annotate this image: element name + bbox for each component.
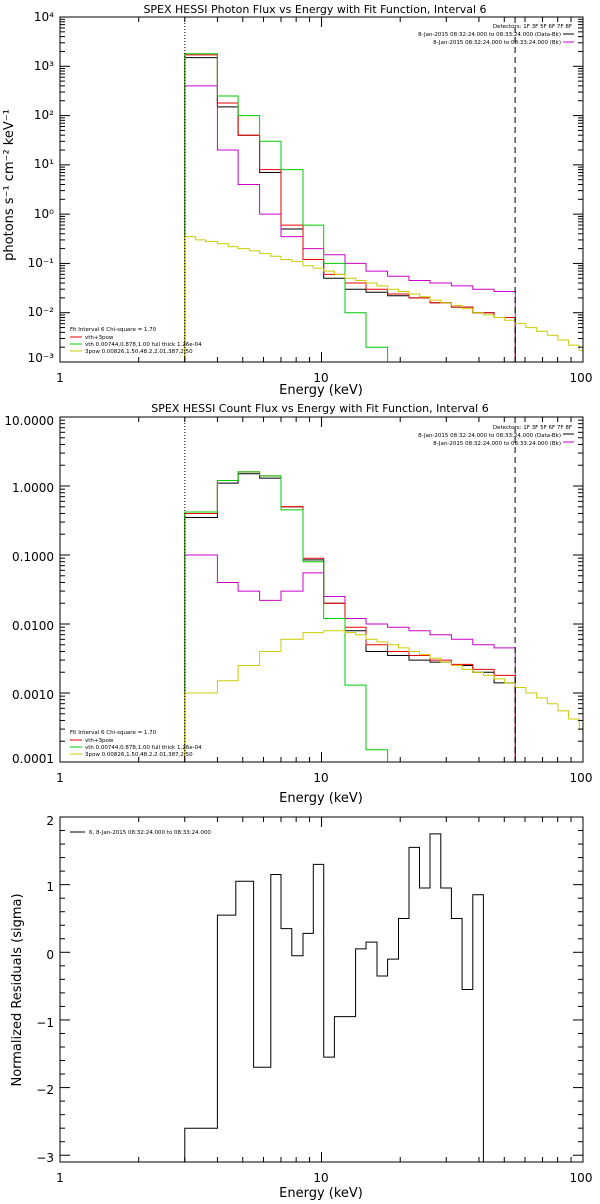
count-flux-y-tick-label: 0.0010	[12, 688, 54, 702]
count-flux-series-vth	[184, 471, 399, 762]
residuals-panel: 2 1 0 −1 −2 −3 1 10 100 Energy (keV) Nor…	[10, 814, 592, 1201]
photon-flux-legend-title: Fit Interval 6 Chi-square = 1.70	[70, 327, 157, 333]
photon-flux-x-tick-label: 1	[56, 371, 64, 385]
count-flux-y-tick-label: 10.0000	[4, 414, 54, 428]
count-flux-detectors: Detectors: 1F 3F 5F 6F 7F 8F	[493, 425, 572, 431]
photon-flux-x-tick-label: 10	[313, 371, 328, 385]
photon-flux-series-vth-3pow	[184, 54, 516, 362]
photon-flux-title: SPEX HESSI Photon Flux vs Energy with Fi…	[143, 3, 486, 16]
residuals-x-tick-labels: 1 10 100	[56, 1171, 592, 1185]
photon-flux-y-tick-label: 10²	[34, 108, 54, 122]
residuals-x-tick-label: 1	[56, 1171, 64, 1185]
photon-flux-legend: Fit Interval 6 Chi-square = 1.70 vth+3po…	[70, 327, 202, 355]
residuals-legend: 6, 8-Jan-2015 08:32:24.000 to 08:33:24.0…	[70, 830, 211, 836]
residuals-y-tick-label: −3	[36, 1151, 54, 1165]
count-flux-series-3pow	[184, 630, 583, 762]
photon-flux-y-tick-label: 10⁻²	[28, 305, 55, 319]
count-flux-y-tick-label: 1.0000	[12, 481, 54, 495]
count-flux-reference-lines	[184, 417, 516, 762]
residuals-ticks	[59, 816, 584, 1162]
residuals-y-tick-label: 1	[46, 880, 54, 894]
count-flux-header-data-bk: 8-Jan-2015 08:32:24.000 to 08:33:24.000 …	[418, 433, 561, 439]
residuals-y-tick-label: −1	[36, 1016, 54, 1030]
photon-flux-ticks	[59, 16, 584, 363]
photon-flux-series-3pow	[184, 236, 583, 362]
photon-flux-y-tick-label: 10³	[34, 59, 54, 73]
count-flux-legend-title: Fit Interval 6 Chi-square = 1.70	[70, 730, 157, 736]
photon-flux-legend-entry: 3pow 0.00826,1.50,48.2,2.01,387,2.50	[85, 349, 193, 355]
count-flux-ticks	[59, 416, 584, 763]
photon-flux-legend-entry: vth 0.00744,0.878,1.00 full thick 1.26e-…	[85, 342, 202, 348]
photon-flux-x-tick-labels: 1 10 100	[56, 371, 592, 385]
photon-flux-series-vth	[184, 53, 399, 362]
photon-flux-y-tick-label: 10⁻¹	[28, 256, 55, 270]
photon-flux-y-tick-label: 10¹	[34, 157, 54, 171]
count-flux-y-tick-label: 0.1000	[12, 550, 54, 564]
count-flux-series-data-bk	[184, 473, 516, 762]
count-flux-y-tick-label: 0.0001	[12, 752, 54, 766]
photon-flux-y-tick-labels: 10⁴ 10³ 10² 10¹ 10⁰ 10⁻¹ 10⁻² 10⁻³	[28, 10, 55, 365]
count-flux-legend-entry: vth 0.00744,0.878,1.00 full thick 1.26e-…	[85, 745, 202, 751]
photon-flux-header-data-bk: 8-Jan-2015 08:32:24.000 to 08:33:24.000 …	[418, 32, 561, 38]
photon-flux-plot-frame	[59, 16, 584, 363]
residuals-y-tick-label: −2	[36, 1083, 54, 1097]
residuals-y-axis-label: Normalized Residuals (sigma)	[10, 893, 25, 1086]
photon-flux-header-bk: 8-Jan-2015 08:32:24.000 to 08:33:24.000 …	[433, 40, 561, 46]
count-flux-header-bk: 8-Jan-2015 08:32:24.000 to 08:33:24.000 …	[433, 441, 561, 447]
residuals-series-residuals	[184, 833, 495, 1162]
photon-flux-y-axis-label: photons s⁻¹ cm⁻² keV⁻¹	[2, 109, 17, 261]
residuals-x-tick-label: 100	[570, 1171, 593, 1185]
residuals-y-tick-label: 2	[46, 814, 54, 828]
photon-flux-y-tick-label: 10⁴	[34, 10, 54, 24]
photon-flux-series	[184, 53, 583, 362]
photon-flux-legend-entry: vth+3pow	[85, 335, 114, 341]
count-flux-x-axis-label: Energy (keV)	[279, 791, 363, 806]
count-flux-legend-entry: 3pow 0.00826,1.50,48.2,2.01,387,2.50	[85, 752, 193, 758]
count-flux-y-tick-labels: 10.0000 1.0000 0.1000 0.0100 0.0010 0.00…	[4, 414, 54, 766]
count-flux-series-bk	[184, 554, 516, 762]
photon-flux-y-tick-label: 10⁻³	[28, 351, 55, 365]
count-flux-x-tick-label: 1	[56, 771, 64, 785]
count-flux-title: SPEX HESSI Count Flux vs Energy with Fit…	[151, 402, 488, 415]
count-flux-panel: SPEX HESSI Count Flux vs Energy with Fit…	[4, 402, 592, 806]
photon-flux-series-bk	[184, 85, 516, 362]
count-flux-x-tick-label: 10	[313, 771, 328, 785]
count-flux-legend: Fit Interval 6 Chi-square = 1.70 vth+3po…	[70, 730, 202, 758]
count-flux-y-tick-label: 0.0100	[12, 619, 54, 633]
count-flux-series	[184, 471, 583, 762]
residuals-x-axis-label: Energy (keV)	[279, 1186, 363, 1200]
count-flux-series-vth-3pow	[184, 471, 516, 762]
residuals-plot-frame	[59, 816, 584, 1163]
photon-flux-y-tick-label: 10⁰	[34, 207, 54, 221]
residuals-x-tick-label: 10	[313, 1171, 328, 1185]
photon-flux-header: Detectors: 1F 3F 5F 6F 7F 8F 8-Jan-2015 …	[418, 24, 574, 46]
photon-flux-x-tick-label: 100	[570, 371, 593, 385]
count-flux-header: Detectors: 1F 3F 5F 6F 7F 8F 8-Jan-2015 …	[418, 425, 574, 447]
residuals-y-tick-label: 0	[46, 948, 54, 962]
count-flux-plot-frame	[59, 416, 584, 763]
photon-flux-reference-lines	[184, 17, 516, 362]
residuals-series	[184, 833, 495, 1162]
photon-flux-detectors: Detectors: 1F 3F 5F 6F 7F 8F	[493, 24, 572, 30]
residuals-legend-entry: 6, 8-Jan-2015 08:32:24.000 to 08:33:24.0…	[89, 830, 211, 836]
residuals-y-tick-labels: 2 1 0 −1 −2 −3	[36, 814, 54, 1165]
count-flux-legend-entry: vth+3pow	[85, 738, 114, 744]
photon-flux-panel: SPEX HESSI Photon Flux vs Energy with Fi…	[2, 3, 592, 398]
photon-flux-x-axis-label: Energy (keV)	[279, 383, 363, 398]
count-flux-x-tick-label: 100	[570, 771, 593, 785]
count-flux-x-tick-labels: 1 10 100	[56, 771, 592, 785]
